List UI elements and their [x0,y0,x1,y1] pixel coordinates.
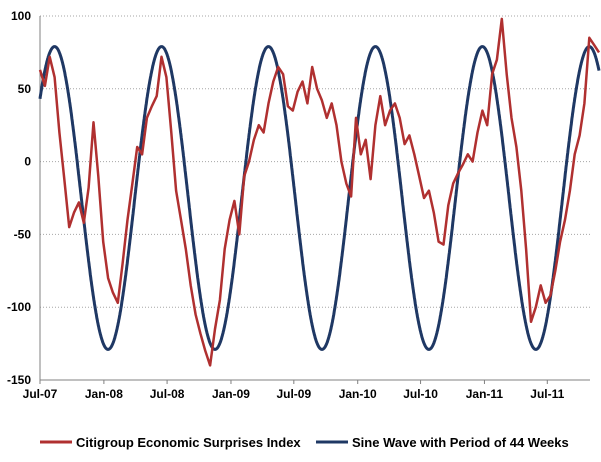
series-citigroup-line [38,17,601,367]
x-tick-label: Jul-09 [276,387,311,401]
x-tick-label: Jul-10 [403,387,438,401]
legend-label-citigroup: Citigroup Economic Surprises Index [76,435,301,450]
x-tick-label: Jan-08 [85,387,123,401]
legend-label-sine: Sine Wave with Period of 44 Weeks [352,435,569,450]
y-tick-label: 100 [11,9,31,23]
x-tick-label: Jan-09 [212,387,250,401]
series-sine-wave-line [38,45,601,351]
legend: Citigroup Economic Surprises Index Sine … [40,435,569,450]
x-tick-label: Jul-11 [530,387,564,401]
x-tick-labels: Jul-07 Jan-08 Jul-08 Jan-09 Jul-09 Jan-10 Jul-… [23,380,565,401]
x-tick-label: Jan-11 [466,387,504,401]
x-tick-label: Jul-08 [150,387,185,401]
y-tick-labels: 100 50 0 -50 -100 -150 [7,9,31,387]
y-tick-label: 50 [18,82,32,96]
y-tick-label: -150 [7,373,31,387]
series-lines [38,17,601,367]
y-tick-label: -50 [14,227,32,241]
y-tick-label: -100 [7,300,31,314]
x-tick-label: Jan-10 [339,387,377,401]
y-tick-label: 0 [24,155,31,169]
x-tick-label: Jul-07 [23,387,58,401]
